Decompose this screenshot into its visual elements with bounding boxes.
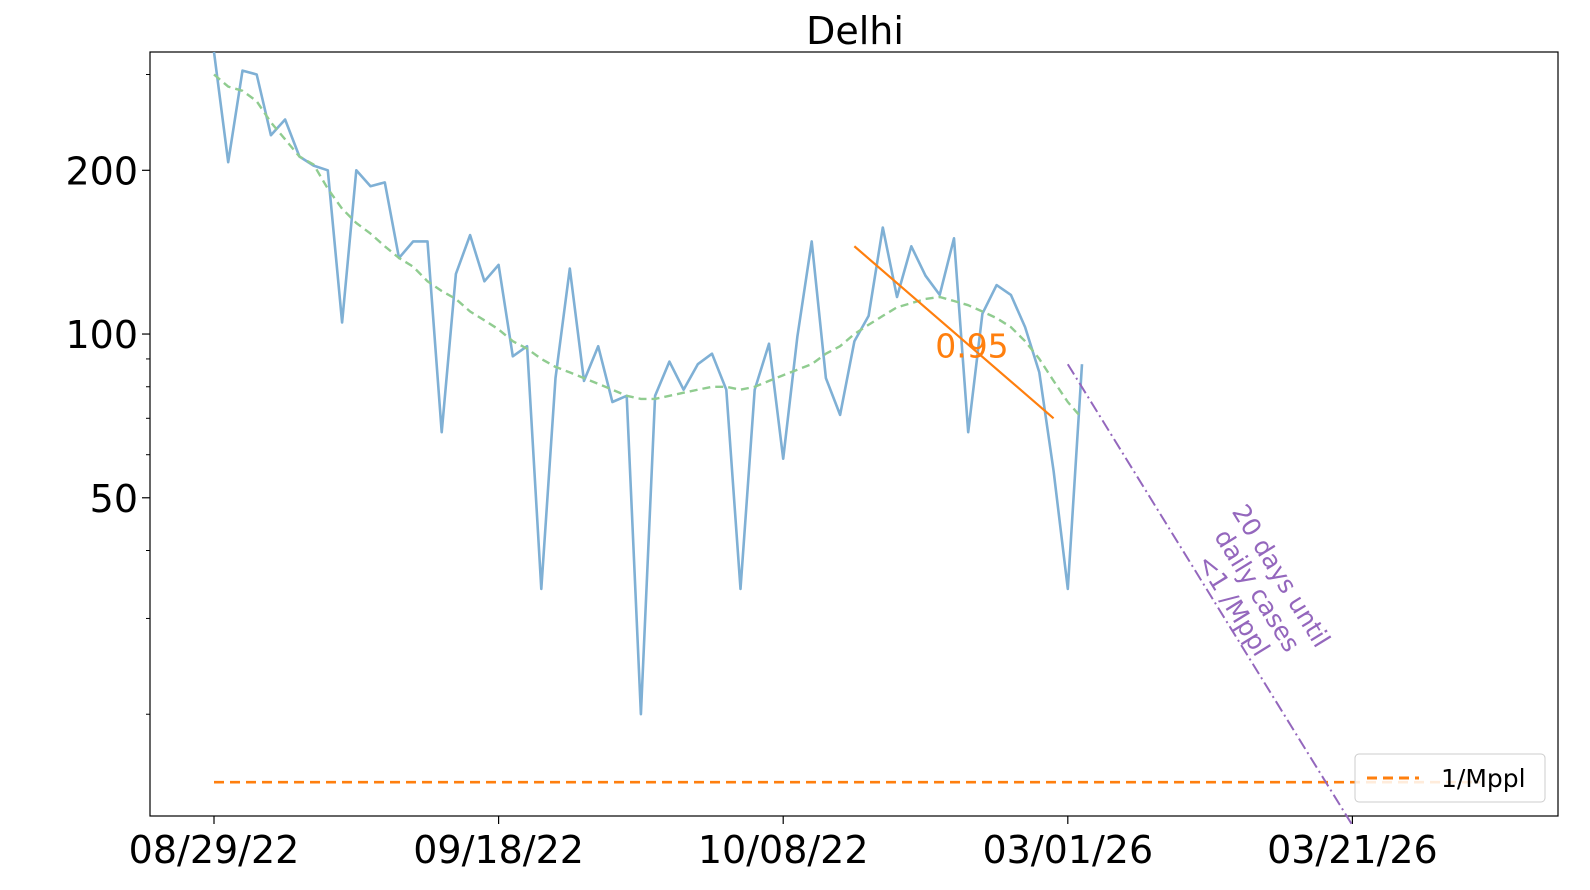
daily-cases-line [212,51,1084,716]
y-tick-label: 200 [65,149,138,193]
y-tick-label: 100 [65,313,138,357]
x-tick-label: 08/29/22 [129,828,300,872]
projection-line [1066,363,1354,826]
legend-box [1354,753,1546,803]
trend-line [853,245,1055,420]
y-tick-label: 50 [90,477,138,521]
x-tick-label: 03/21/26 [1267,828,1438,872]
plot-area [149,51,1559,817]
trend-label: 0.95 [935,326,1008,365]
chart-title: Delhi [806,9,904,53]
x-axis: 08/29/22 09/18/22 10/08/22 03/01/26 03/21/26 [129,816,1438,872]
legend-label-threshold: 1/Mppl [1441,764,1526,793]
x-tick-label: 09/18/22 [413,828,584,872]
legend: 1/Mppl [1354,753,1546,803]
rolling-average-line [213,73,1083,420]
x-tick-label: 03/01/26 [982,828,1153,872]
x-tick-label: 10/08/22 [698,828,869,872]
y-axis: 200 100 50 [65,74,150,715]
series-layer [212,51,1084,716]
